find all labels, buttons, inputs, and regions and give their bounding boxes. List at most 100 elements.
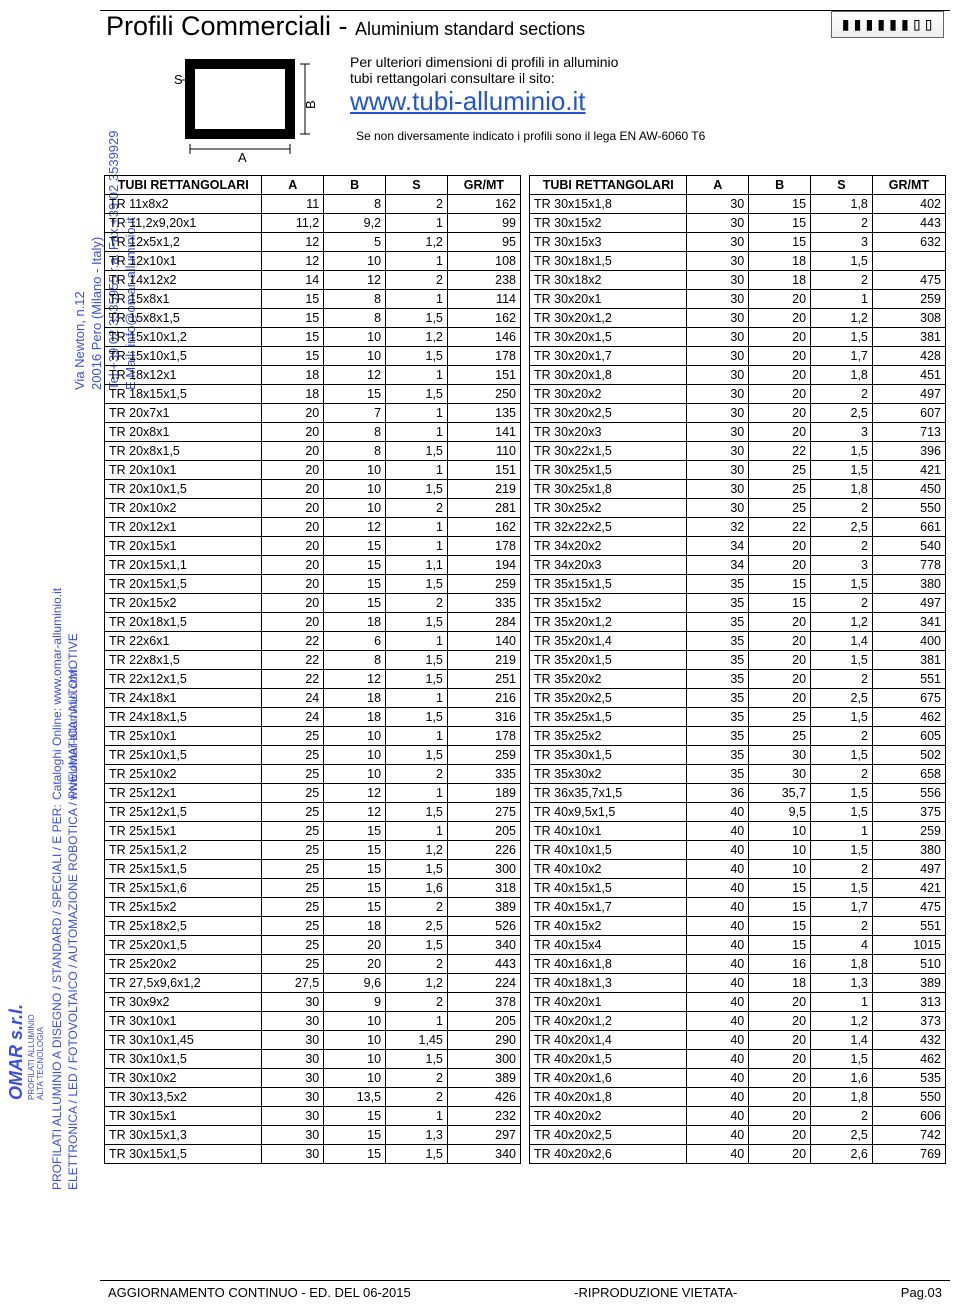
cell-s: 2 — [386, 499, 448, 518]
profilati-tagline: PROFILATI ALLUMINIO A DISEGNO / STANDARD… — [50, 633, 81, 1190]
logo-subtitle: PROFILATI ALLUMINIOALTA TECNOLOGIA — [27, 1004, 45, 1100]
cell-a: 30 — [687, 271, 749, 290]
cell-a: 30 — [262, 1145, 324, 1164]
cell-a: 14 — [262, 271, 324, 290]
cell-b: 15 — [324, 556, 386, 575]
cell-a: 30 — [687, 252, 749, 271]
cell-gr: 556 — [872, 784, 945, 803]
table-row: TR 30x9x23092378 — [105, 993, 521, 1012]
cell-name: TR 27,5x9,6x1,2 — [105, 974, 262, 993]
table-row: TR 30x20x1,530201,5381 — [530, 328, 946, 347]
cell-gr: 290 — [447, 1031, 520, 1050]
table-row: TR 40x10x240102497 — [530, 860, 946, 879]
cell-a: 35 — [687, 670, 749, 689]
cell-name: TR 24x18x1 — [105, 689, 262, 708]
cell-a: 35 — [687, 727, 749, 746]
table-row: TR 22x6x12261140 — [105, 632, 521, 651]
cell-b: 20 — [749, 632, 811, 651]
cell-a: 40 — [687, 803, 749, 822]
table-row: TR 12x5x1,21251,295 — [105, 233, 521, 252]
cell-b: 8 — [324, 423, 386, 442]
table-row: TR 25x12x1,525121,5275 — [105, 803, 521, 822]
cell-a: 22 — [262, 651, 324, 670]
table-row: TR 25x18x2,525182,5526 — [105, 917, 521, 936]
cell-s: 1,5 — [386, 803, 448, 822]
table-row: TR 25x15x225152389 — [105, 898, 521, 917]
cell-a: 15 — [262, 290, 324, 309]
footer-page: Pag.03 — [901, 1285, 942, 1300]
cell-a: 20 — [262, 537, 324, 556]
cell-name: TR 25x12x1 — [105, 784, 262, 803]
cell-gr: 219 — [447, 651, 520, 670]
cell-a: 40 — [687, 1145, 749, 1164]
cell-gr: 421 — [872, 461, 945, 480]
table-row: TR 20x15x120151178 — [105, 537, 521, 556]
cell-name: TR 30x10x1,45 — [105, 1031, 262, 1050]
cell-name: TR 36x35,7x1,5 — [530, 784, 687, 803]
cell-b: 22 — [749, 442, 811, 461]
cell-a: 30 — [687, 442, 749, 461]
cell-a: 12 — [262, 233, 324, 252]
cell-a: 25 — [262, 822, 324, 841]
dim-a-label: A — [238, 150, 247, 164]
cell-gr: 742 — [872, 1126, 945, 1145]
cell-a: 35 — [687, 651, 749, 670]
cell-name: TR 30x13,5x2 — [105, 1088, 262, 1107]
cell-b: 7 — [324, 404, 386, 423]
cell-name: TR 40x15x2 — [530, 917, 687, 936]
cell-name: TR 20x8x1,5 — [105, 442, 262, 461]
table-row: TR 40x20x240202606 — [530, 1107, 946, 1126]
cell-b: 6 — [324, 632, 386, 651]
cell-a: 30 — [687, 309, 749, 328]
cell-s: 4 — [811, 936, 873, 955]
table-row: TR 20x7x12071135 — [105, 404, 521, 423]
section-diagram: A B S — [160, 54, 330, 169]
cell-s: 1,5 — [811, 803, 873, 822]
cell-s: 2 — [811, 1107, 873, 1126]
cell-gr: 281 — [447, 499, 520, 518]
cell-name: TR 20x15x2 — [105, 594, 262, 613]
cell-name: TR 35x25x1,5 — [530, 708, 687, 727]
cell-gr: 550 — [872, 1088, 945, 1107]
cell-gr: 284 — [447, 613, 520, 632]
cell-b: 22 — [749, 518, 811, 537]
cell-b: 9,6 — [324, 974, 386, 993]
cell-name: TR 40x20x1,8 — [530, 1088, 687, 1107]
cell-b: 15 — [324, 1126, 386, 1145]
cell-b: 20 — [749, 537, 811, 556]
cell-s: 1,5 — [811, 746, 873, 765]
table-row: TR 30x25x230252550 — [530, 499, 946, 518]
cell-gr: 380 — [872, 841, 945, 860]
cell-s: 1,5 — [811, 708, 873, 727]
table-row: TR 25x12x125121189 — [105, 784, 521, 803]
cell-gr: 162 — [447, 518, 520, 537]
cell-s: 1,5 — [386, 347, 448, 366]
cell-b: 20 — [749, 1031, 811, 1050]
cell-name: TR 30x22x1,5 — [530, 442, 687, 461]
cell-s: 1,2 — [811, 613, 873, 632]
cell-gr: 224 — [447, 974, 520, 993]
cell-b: 12 — [324, 366, 386, 385]
cell-name: TR 25x12x1,5 — [105, 803, 262, 822]
cell-a: 25 — [262, 955, 324, 974]
cell-b: 20 — [749, 1012, 811, 1031]
cell-gr: 606 — [872, 1107, 945, 1126]
cell-b: 18 — [749, 252, 811, 271]
table-row: TR 30x18x1,530181,5 — [530, 252, 946, 271]
table-row: TR 40x15x240152551 — [530, 917, 946, 936]
cell-b: 30 — [749, 765, 811, 784]
cell-name: TR 40x20x1,4 — [530, 1031, 687, 1050]
table-row: TR 35x20x1,435201,4400 — [530, 632, 946, 651]
cell-gr: 318 — [447, 879, 520, 898]
cell-gr: 475 — [872, 271, 945, 290]
table-row: TR 22x12x1,522121,5251 — [105, 670, 521, 689]
website-link[interactable]: www.tubi-alluminio.it — [350, 86, 944, 117]
cell-b: 20 — [749, 1107, 811, 1126]
table-row: TR 30x20x330203713 — [530, 423, 946, 442]
cell-s: 2,5 — [811, 1126, 873, 1145]
cell-s: 2,5 — [811, 404, 873, 423]
website-note: Per ulteriori dimensioni di profili in a… — [350, 54, 944, 145]
cell-a: 40 — [687, 898, 749, 917]
table-row: TR 30x15x1,530151,5340 — [105, 1145, 521, 1164]
cell-s: 1,8 — [811, 480, 873, 499]
